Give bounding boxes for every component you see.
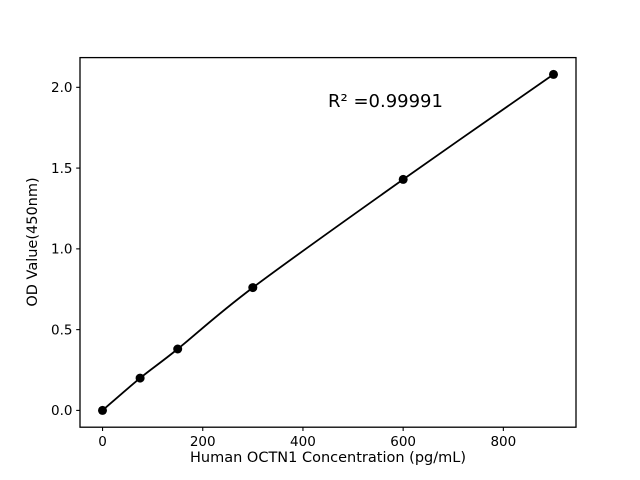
data-point <box>173 344 183 354</box>
y-tick-label: 2.0 <box>51 80 72 96</box>
y-tick-label: 1.0 <box>51 242 72 258</box>
x-tick-label: 800 <box>490 434 516 450</box>
data-point <box>98 405 107 415</box>
data-point <box>135 373 145 383</box>
x-tick-label: 400 <box>290 434 316 450</box>
plot-border <box>79 56 577 428</box>
x-tick-label: 0 <box>98 434 107 450</box>
data-point <box>549 69 558 79</box>
y-axis-label: OD Value(450nm) <box>25 177 41 307</box>
data-point <box>248 283 258 293</box>
fit-line <box>101 73 555 412</box>
r-squared-annotation: R² =0.99991 <box>328 91 443 112</box>
x-tick-label: 200 <box>190 434 216 450</box>
x-tick-label: 600 <box>390 434 416 450</box>
data-point <box>398 174 408 184</box>
y-tick-label: 1.5 <box>51 161 72 177</box>
x-axis-label: Human OCTN1 Concentration (pg/mL) <box>190 450 466 466</box>
y-tick-label: 0.5 <box>51 322 72 338</box>
y-tick-label: 0.0 <box>51 403 72 419</box>
